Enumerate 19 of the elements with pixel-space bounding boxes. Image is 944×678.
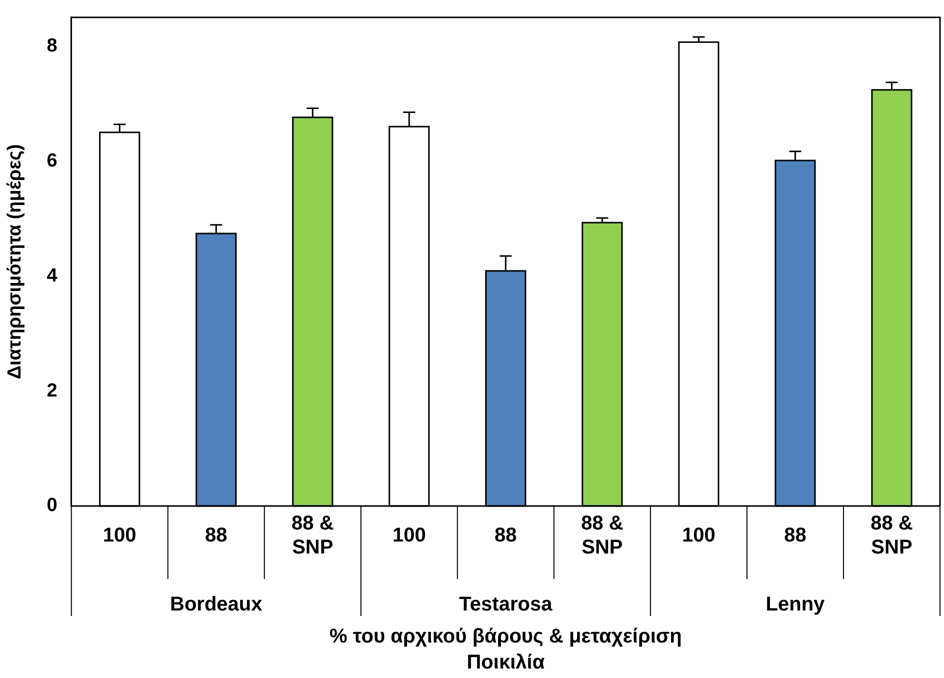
- x-tick-label: 100: [392, 524, 426, 547]
- text: Lenny: [766, 594, 826, 616]
- x-tick-label: 88: [784, 524, 806, 547]
- y-tick-label: 4: [46, 265, 58, 286]
- x-tick-label: 100: [102, 524, 136, 547]
- x-tick-label: 88 & SNP: [292, 512, 334, 559]
- x-tick-label: 88: [205, 524, 228, 547]
- x-tick-label: 88: [494, 524, 517, 547]
- text: Testarosa: [459, 594, 554, 616]
- y-tick-label: 6: [46, 150, 58, 172]
- x-tick-label: 88 & SNP: [870, 512, 913, 559]
- y-axis-title: Διατηρησιμότητα (ημέρες): [4, 144, 26, 380]
- y-tick-label: 2: [46, 380, 58, 402]
- y-tick-label: 8: [46, 35, 58, 56]
- x-tick-label: 100: [682, 524, 716, 547]
- x-tick-label: 88 & SNP: [581, 512, 624, 559]
- text: Bordeaux: [170, 594, 262, 616]
- x-axis-title: % του αρχικού βάρους & μεταχείριση Ποικιλία: [330, 626, 682, 674]
- y-tick-label: 0: [46, 495, 58, 516]
